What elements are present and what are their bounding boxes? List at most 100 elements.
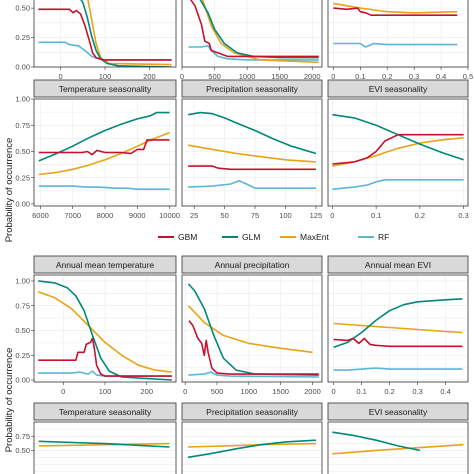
- plot-area: [328, 99, 468, 206]
- x-tick-label: 500: [208, 72, 221, 81]
- series-line-maxent: [333, 2, 458, 14]
- series-line-glm: [38, 280, 172, 381]
- bottom-temperature-seasonality-panel: Temperature seasonality 0.50 0.75: [15, 402, 177, 474]
- panel-border: [33, 421, 177, 474]
- series-line-maxent: [87, 0, 172, 66]
- legend-entry-gbm: GBM: [158, 232, 197, 242]
- y-tick-label: 0.00: [15, 376, 30, 385]
- bottom-evi-seasonality-panel: EVI seasonality: [327, 402, 469, 474]
- legend: GBM GLM MaxEnt RF: [158, 232, 389, 242]
- series-line-maxent: [332, 443, 464, 455]
- x-tick-label: 0.2: [415, 211, 425, 220]
- legend-label: GLM: [242, 232, 260, 242]
- y-tick-label: 0.75: [15, 432, 30, 441]
- panel-border: [181, 0, 323, 68]
- x-tick-label: 1000: [239, 72, 256, 81]
- bottom-annual-mean-evi-panel: Annual mean EVI 0 0.1 0.2 0.3 0.4: [327, 255, 469, 396]
- x-tick-label: 0: [183, 387, 187, 396]
- panel-strip: [181, 79, 323, 98]
- panel-strip: [181, 255, 323, 274]
- y-axis-label-top: Probability of occurrence: [4, 138, 15, 243]
- series-line-glm: [187, 111, 317, 155]
- series-line-rf: [38, 185, 170, 190]
- panel-title: EVI seasonality: [369, 84, 428, 94]
- series-line-rf: [188, 371, 319, 378]
- series-line-rf: [332, 179, 464, 190]
- panel-title: Temperature seasonality: [59, 84, 152, 94]
- panel-title: Temperature seasonality: [59, 407, 152, 417]
- panel-strip: [33, 255, 177, 274]
- top-annual-mean-temperature-panel: 0.00 0.25 0.50 0 100 200: [15, 0, 177, 81]
- y-tick-label: 0.50: [15, 326, 30, 335]
- bottom-annual-mean-temperature-panel: Annual mean temperature 0.00 0.25 0.50 0.75 1…: [15, 255, 177, 396]
- panel-strip: [33, 79, 177, 98]
- legend-entry-maxent: MaxEnt: [280, 232, 329, 242]
- panel-title: Annual mean EVI: [365, 260, 431, 270]
- x-tick-label: 100: [279, 211, 292, 220]
- x-tick-label: 0: [61, 387, 65, 396]
- x-tick-label: 0.3: [409, 72, 419, 81]
- x-tick-label: 0.4: [436, 72, 446, 81]
- x-tick-label: 0: [331, 72, 335, 81]
- x-tick-label: 1500: [271, 72, 288, 81]
- panel-strip: [327, 402, 469, 421]
- series-line-gbm: [38, 8, 172, 61]
- x-tick-label: 0.3: [412, 387, 422, 396]
- series-line-gbm: [38, 139, 170, 156]
- x-tick-label: 0: [180, 72, 184, 81]
- panel-border: [181, 274, 323, 383]
- x-tick-label: 8000: [97, 211, 114, 220]
- series-line-rf: [188, 180, 316, 189]
- y-tick-label: 0.00: [15, 200, 30, 209]
- x-tick-label: 125: [310, 211, 323, 220]
- series-line-glm: [187, 439, 316, 459]
- x-tick-label: 0.1: [355, 72, 365, 81]
- series-line-glm: [199, 0, 319, 59]
- top-annual-mean-evi-panel: 0 0.1 0.2 0.3 0.4 0.5: [327, 0, 473, 81]
- x-tick-label: 6000: [32, 211, 49, 220]
- series-line-maxent: [38, 131, 170, 176]
- series-line-rf: [333, 367, 463, 371]
- x-tick-label: 0.2: [382, 72, 392, 81]
- panel-border: [327, 98, 469, 207]
- y-tick-label: 0.75: [15, 121, 30, 130]
- y-tick-label: 0.25: [15, 173, 30, 182]
- series-line-gbm: [188, 165, 316, 171]
- x-tick-label: 0.1: [356, 387, 366, 396]
- series-line-maxent: [187, 305, 313, 354]
- panel-border: [181, 98, 323, 207]
- x-tick-label: 0.2: [384, 387, 394, 396]
- legend-label: MaxEnt: [300, 232, 329, 242]
- series-line-gbm: [188, 320, 319, 375]
- y-tick-label: 0.75: [15, 301, 30, 310]
- series-line-gbm: [333, 337, 463, 348]
- y-axis-label-bottom: Probability of occurrence: [4, 348, 15, 453]
- series-line-maxent: [188, 442, 316, 448]
- y-tick-label: 0.50: [15, 4, 30, 13]
- x-tick-label: 0.5: [463, 72, 473, 81]
- y-tick-label: 1.00: [15, 277, 30, 286]
- plot-area: [328, 0, 468, 67]
- x-tick-label: 500: [211, 387, 224, 396]
- top-annual-precipitation-panel: 0 500 1000 1500 2000: [180, 0, 323, 81]
- series-line-gbm: [38, 337, 172, 377]
- y-tick-label: 0.00: [15, 63, 30, 72]
- series-line-rf: [188, 45, 319, 61]
- series-line-maxent: [38, 442, 170, 447]
- x-tick-label: 7000: [64, 211, 81, 220]
- series-line-gbm: [333, 7, 458, 16]
- x-tick-label: 9000: [129, 211, 146, 220]
- panel-strip: [327, 79, 469, 98]
- series-line-glm: [38, 440, 170, 448]
- x-tick-label: 100: [99, 72, 112, 81]
- top-evi-seasonality-panel: EVI seasonality 0 0.1 0.2 0.3: [327, 79, 469, 220]
- panel-strip: [33, 402, 177, 421]
- panel-border: [181, 421, 323, 474]
- panel-title: Annual mean temperature: [56, 260, 155, 270]
- series-line-maxent: [201, 0, 319, 64]
- panel-border: [327, 274, 469, 383]
- series-line-rf: [333, 42, 458, 48]
- top-precipitation-seasonality-panel: Precipitation seasonality 25 50 75 100 125: [181, 79, 323, 220]
- x-tick-label: 0: [332, 387, 336, 396]
